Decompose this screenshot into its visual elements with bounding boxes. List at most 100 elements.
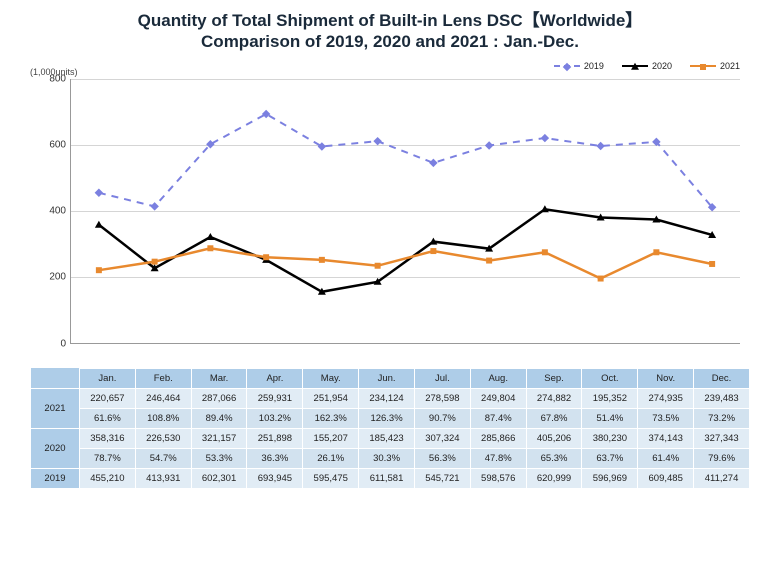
legend-item-2021: 2021 [690,61,740,71]
cell: 54.7% [135,448,191,468]
cell: 321,157 [191,428,247,448]
marker-2021 [430,248,436,254]
cell: 602,301 [191,468,247,488]
cell: 251,954 [303,388,359,408]
table-row: 61.6%108.8%89.4%103.2%162.3%126.3%90.7%8… [31,408,750,428]
cell: 246,464 [135,388,191,408]
cell: 358,316 [80,428,136,448]
cell: 259,931 [247,388,303,408]
title-line-1: Quantity of Total Shipment of Built-in L… [20,10,760,31]
series-line-2020 [99,209,712,291]
cell: 53.3% [191,448,247,468]
legend: 2019 2020 2021 [554,61,740,71]
marker-2019 [485,141,493,149]
col-head: Dec. [694,368,750,388]
row-head-2019: 2019 [31,468,80,488]
marker-2019 [373,136,381,144]
cell: 73.5% [638,408,694,428]
col-head: Feb. [135,368,191,388]
marker-2019 [541,133,549,141]
series-line-2019 [99,113,712,206]
cell: 234,124 [359,388,415,408]
data-table: Jan.Feb.Mar.Apr.May.Jun.Jul.Aug.Sep.Oct.… [30,368,750,489]
cell: 287,066 [191,388,247,408]
legend-item-2019: 2019 [554,61,604,71]
cell: 73.2% [694,408,750,428]
cell: 90.7% [414,408,470,428]
cell: 126.3% [359,408,415,428]
cell: 195,352 [582,388,638,408]
cell: 79.6% [694,448,750,468]
col-head: Jun. [359,368,415,388]
cell: 61.6% [80,408,136,428]
cell: 67.8% [526,408,582,428]
cell: 30.3% [359,448,415,468]
row-head-2020: 2020 [31,428,80,468]
plot-region [70,79,740,344]
cell: 545,721 [414,468,470,488]
col-head: Nov. [638,368,694,388]
ytick-label: 0 [44,338,66,349]
cell: 185,423 [359,428,415,448]
cell: 226,530 [135,428,191,448]
marker-2019 [206,140,214,148]
cell: 162.3% [303,408,359,428]
marker-2019 [429,158,437,166]
table-row: 2020358,316226,530321,157251,898155,2071… [31,428,750,448]
cell: 249,804 [470,388,526,408]
marker-2021 [375,262,381,268]
ytick-label: 200 [44,272,66,283]
marker-2019 [318,142,326,150]
marker-2020 [95,220,103,227]
col-head: Mar. [191,368,247,388]
cell: 26.1% [303,448,359,468]
cell: 220,657 [80,388,136,408]
legend-item-2020: 2020 [622,61,672,71]
ytick-label: 800 [44,73,66,84]
marker-2020 [206,233,214,240]
cell: 274,882 [526,388,582,408]
chart-area: (1,000units) 201920202021 0200400600800 [30,57,750,362]
col-head: Apr. [247,368,303,388]
cell: 61.4% [638,448,694,468]
marker-2021 [319,256,325,262]
cell: 155,207 [303,428,359,448]
col-head: May. [303,368,359,388]
cell: 327,343 [694,428,750,448]
marker-2021 [709,260,715,266]
marker-2021 [207,245,213,251]
cell: 56.3% [414,448,470,468]
cell: 108.8% [135,408,191,428]
cell: 596,969 [582,468,638,488]
marker-2021 [96,267,102,273]
table-row: 78.7%54.7%53.3%36.3%26.1%30.3%56.3%47.8%… [31,448,750,468]
chart-title: Quantity of Total Shipment of Built-in L… [20,10,760,53]
table-row: 2019455,210413,931602,301693,945595,4756… [31,468,750,488]
cell: 411,274 [694,468,750,488]
cell: 239,483 [694,388,750,408]
cell: 405,206 [526,428,582,448]
cell: 63.7% [582,448,638,468]
cell: 278,598 [414,388,470,408]
marker-2021 [653,249,659,255]
cell: 51.4% [582,408,638,428]
cell: 693,945 [247,468,303,488]
table-header-row: Jan.Feb.Mar.Apr.May.Jun.Jul.Aug.Sep.Oct.… [31,368,750,388]
cell: 307,324 [414,428,470,448]
col-head: Oct. [582,368,638,388]
ytick-label: 400 [44,206,66,217]
row-head-2021: 2021 [31,388,80,428]
cell: 274,935 [638,388,694,408]
series-svg [71,79,740,343]
cell: 380,230 [582,428,638,448]
cell: 89.4% [191,408,247,428]
cell: 609,485 [638,468,694,488]
marker-2021 [598,275,604,281]
marker-2019 [596,141,604,149]
data-table-wrap: Jan.Feb.Mar.Apr.May.Jun.Jul.Aug.Sep.Oct.… [30,368,750,489]
cell: 598,576 [470,468,526,488]
table-row: 2021220,657246,464287,066259,931251,9542… [31,388,750,408]
cell: 620,999 [526,468,582,488]
series-line-2021 [99,248,712,278]
marker-2021 [486,257,492,263]
